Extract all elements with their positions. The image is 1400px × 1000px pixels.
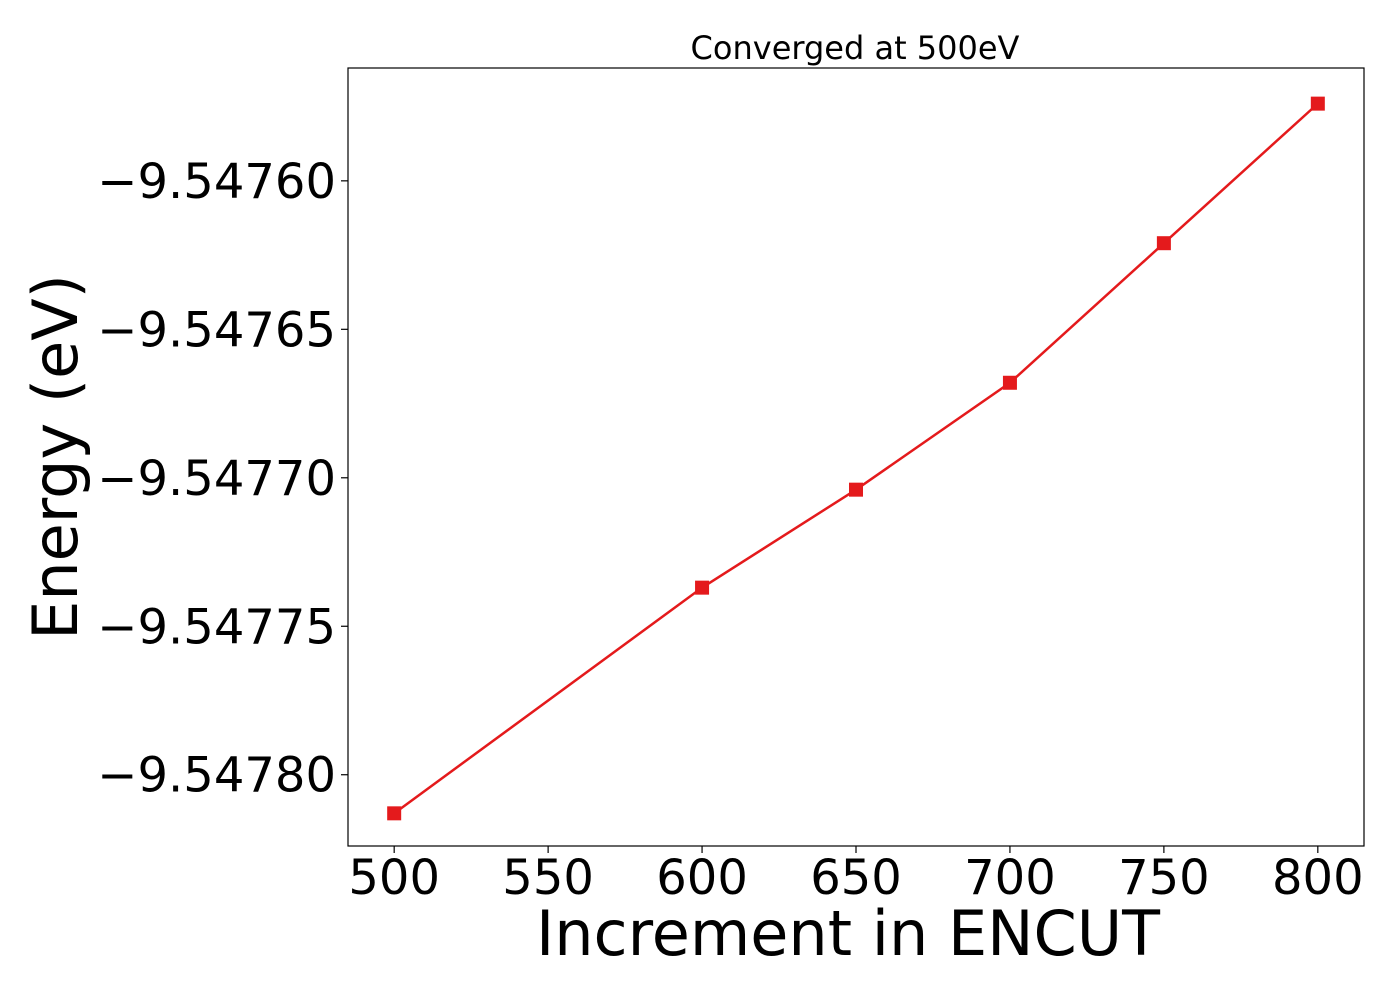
chart-title: Converged at 500eV [691,29,1020,67]
x-axis-ticks: 500 550 600 650 700 750 800 [348,846,1364,906]
data-point-marker [1156,236,1171,251]
x-tick-label: 600 [656,850,748,906]
data-point-marker [695,580,710,595]
data-point-marker [1002,375,1017,390]
y-axis-label: Energy (eV) [19,274,92,640]
y-tick-label: −9.54770 [97,451,336,507]
data-point-marker [849,482,863,497]
y-tick-label: −9.54775 [97,599,336,655]
x-tick-label: 550 [502,850,594,906]
x-tick-label: 750 [1118,850,1210,906]
data-point-marker [1310,96,1325,111]
x-axis-label: Increment in ENCUT [536,897,1161,970]
x-tick-label: 700 [964,850,1056,906]
series-line [393,102,1319,815]
plot-frame [347,67,1365,847]
y-tick-label: −9.54780 [97,748,336,804]
series-layer [387,96,1325,821]
x-tick-label: 500 [348,850,440,906]
y-tick-label: −9.54760 [97,154,336,210]
y-tick-label: −9.54765 [97,302,336,358]
y-axis-ticks: −9.54780 −9.54775 −9.54770 −9.54765 −9.54760 [97,154,348,804]
x-tick-label: 800 [1272,850,1364,906]
x-tick-label: 650 [810,850,902,906]
data-point-marker [387,806,402,821]
